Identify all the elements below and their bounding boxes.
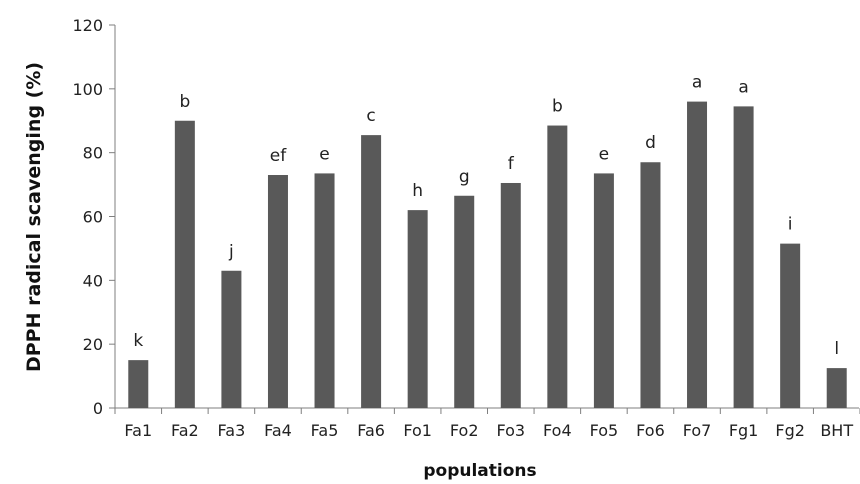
data-label: b [552, 97, 563, 117]
bar-fa3 [221, 270, 242, 408]
data-label: a [692, 73, 702, 93]
bar-fo1 [407, 210, 428, 408]
data-label: l [834, 339, 839, 359]
data-label: ef [270, 146, 287, 166]
bar-fo3 [500, 182, 521, 408]
x-tick-label: Fa1 [124, 421, 152, 440]
bar-fa2 [174, 120, 195, 408]
bar-fa5 [314, 173, 335, 408]
y-tick-label: 80 [83, 144, 103, 163]
y-axis-title: DPPH radical scavenging (%) [23, 62, 45, 372]
x-tick-label: Fo3 [496, 421, 525, 440]
x-tick-label: Fa6 [357, 421, 385, 440]
bar-fo4 [547, 125, 568, 408]
y-tick-label: 120 [72, 16, 103, 35]
x-tick-label: BHT [820, 421, 853, 440]
y-tick-label: 0 [93, 399, 103, 418]
x-axis: Fa1 Fa2 Fa3 Fa4 Fa5 Fa6 Fo1 Fo2 Fo3 Fo4 Fo5 Fo6 Fo7 F… [114, 407, 860, 440]
y-tick-label: 60 [83, 208, 103, 227]
data-label: b [179, 92, 190, 112]
x-tick-label: Fa2 [171, 421, 199, 440]
x-tick-label: Fo2 [450, 421, 479, 440]
y-tick-label: 40 [83, 271, 103, 290]
data-label: a [738, 77, 748, 97]
data-label: e [319, 144, 329, 164]
bar-bht [826, 368, 847, 408]
bar-fo2 [454, 195, 475, 408]
x-tick-label: Fa5 [311, 421, 339, 440]
data-label: i [788, 215, 793, 235]
data-label: j [228, 242, 234, 262]
x-tick-label: Fo6 [636, 421, 665, 440]
x-tick-label: Fa3 [218, 421, 246, 440]
data-label: k [133, 331, 143, 351]
x-tick-label: Fo7 [683, 421, 712, 440]
data-label: d [645, 133, 656, 153]
x-tick-label: Fa4 [264, 421, 292, 440]
data-label: e [599, 144, 609, 164]
data-label: h [412, 181, 423, 201]
x-tick-label: Fg2 [775, 421, 805, 440]
x-axis-title: populations [423, 461, 536, 481]
bar-fg1 [733, 106, 754, 408]
bar-fg2 [780, 243, 801, 408]
x-tick-label: Fo5 [590, 421, 619, 440]
bar-fo7 [687, 101, 708, 408]
y-axis: 0 20 40 60 80 100 120 [72, 16, 116, 418]
x-tick-label: Fo1 [403, 421, 432, 440]
bar-labels: k b j ef e c h g f b e d a a i l [133, 73, 839, 360]
bars [128, 101, 847, 409]
bar-fo6 [640, 162, 661, 408]
bar-fa6 [361, 135, 382, 409]
bar-fa1 [128, 360, 149, 408]
y-tick-label: 100 [72, 80, 103, 99]
y-tick-label: 20 [83, 335, 103, 354]
bar-fo5 [593, 173, 614, 408]
x-tick-label: Fo4 [543, 421, 572, 440]
data-label: c [366, 106, 375, 126]
x-tick-label: Fg1 [729, 421, 759, 440]
data-label: f [508, 154, 515, 174]
data-label: g [459, 167, 470, 187]
bar-fa4 [267, 175, 288, 408]
